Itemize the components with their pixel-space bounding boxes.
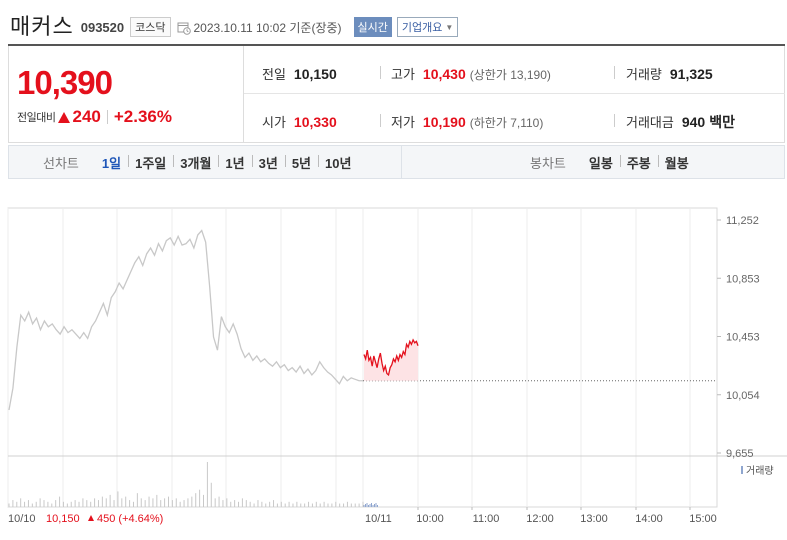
- change-label: 전일대비: [17, 112, 56, 124]
- calendar-clock-icon: [177, 22, 191, 35]
- stock-code: 093520: [80, 20, 125, 35]
- open-price: 시가 10,330: [262, 114, 337, 130]
- tab-5y[interactable]: 5년: [284, 153, 318, 172]
- today-line: [363, 338, 419, 377]
- trade-amount: 거래대금 940 백만: [626, 114, 735, 130]
- x-tick-label: 11:00: [473, 513, 500, 525]
- volume: 거래량 91,325: [626, 66, 713, 82]
- price-cell: 10,390 전일대비 240 +2.36%: [8, 46, 244, 143]
- x-tick-label: 12:00: [526, 513, 554, 525]
- change-value: 240: [72, 107, 101, 126]
- prev-day-line: [8, 229, 363, 411]
- tab-3m[interactable]: 3개월: [173, 153, 218, 172]
- divider: [614, 66, 615, 79]
- stats-grid: 전일 10,150 고가 10,430 (상한가 13,190) 거래량 91,…: [244, 46, 785, 143]
- tab-weekly[interactable]: 주봉: [619, 153, 658, 172]
- chart-svg: 11,252 10,853 10,453 10,054 9,655 거래량 10/10 10/…: [7, 207, 787, 525]
- x-tick-label: 10/10: [8, 513, 36, 525]
- chevron-down-icon: ▼: [445, 22, 454, 32]
- tab-1d[interactable]: 1일: [101, 155, 122, 171]
- price-chart[interactable]: 11,252 10,853 10,453 10,054 9,655 거래량 10/10 10/…: [0, 190, 787, 540]
- tab-3y[interactable]: 3년: [251, 153, 285, 172]
- prev-day-close: 10,150: [46, 513, 80, 525]
- company-info-dropdown[interactable]: 기업개요 ▼: [396, 17, 459, 37]
- x-tick-label: 10/11: [365, 513, 392, 525]
- current-price: 10,390: [17, 64, 113, 101]
- chart-tabbar: 선차트 1일 1주일 3개월 1년 3년 5년 10년 봉차트 일봉 주봉 월봉: [8, 145, 785, 179]
- y-tick-label: 10,853: [726, 273, 760, 285]
- divider: [380, 66, 381, 79]
- divider: [614, 114, 615, 127]
- candle-chart-title: 봉차트: [530, 155, 566, 171]
- day-high: 고가 10,430 (상한가 13,190): [391, 66, 551, 82]
- prev-day-change: 450 (+4.64%): [97, 513, 163, 525]
- divider: [380, 114, 381, 127]
- stats-row-2: 시가 10,330 저가 10,190 (하한가 7,110) 거래대금 940…: [244, 94, 785, 142]
- volume-legend-label: 거래량: [746, 465, 774, 477]
- tab-1y[interactable]: 1년: [218, 153, 251, 172]
- tab-monthly[interactable]: 월봉: [657, 153, 696, 172]
- y-tick-label: 9,655: [726, 448, 754, 460]
- x-tick-label: 10:00: [416, 513, 444, 525]
- market-badge: 코스닥: [130, 17, 171, 37]
- x-tick-label: 14:00: [635, 513, 663, 525]
- y-tick-label: 10,054: [726, 390, 760, 402]
- change-percent: +2.36%: [113, 107, 172, 126]
- tab-10y[interactable]: 10년: [318, 153, 358, 172]
- up-triangle-icon: [88, 515, 94, 521]
- today-area: [364, 339, 418, 381]
- change-row: 전일대비 240 +2.36%: [17, 107, 172, 127]
- day-low: 저가 10,190 (하한가 7,110): [391, 114, 544, 130]
- line-chart-title: 선차트: [43, 155, 79, 171]
- up-triangle-icon: [58, 111, 71, 123]
- x-tick-label: 13:00: [580, 513, 608, 525]
- stats-row-1: 전일 10,150 고가 10,430 (상한가 13,190) 거래량 91,…: [244, 46, 785, 94]
- stock-header: 매커스 093520 코스닥 2023.10.11 10:02 기준(장중) 실…: [10, 10, 459, 40]
- volume-legend-swatch: [741, 466, 743, 474]
- company-name: 매커스: [10, 14, 74, 39]
- y-tick-label: 10,453: [726, 332, 760, 344]
- x-tick-label: 15:00: [689, 513, 717, 525]
- divider: [106, 110, 108, 124]
- prev-close: 전일 10,150: [262, 66, 337, 82]
- tab-daily[interactable]: 일봉: [588, 155, 613, 171]
- quote-panel: 10,390 전일대비 240 +2.36% 전일 10,150 고가 10,4…: [8, 44, 785, 143]
- candle-tab-group: 봉차트 일봉 주봉 월봉: [401, 146, 785, 178]
- timestamp: 2023.10.11 10:02 기준(장중): [193, 20, 342, 35]
- realtime-button[interactable]: 실시간: [353, 17, 392, 37]
- tab-1w[interactable]: 1주일: [128, 153, 173, 172]
- y-tick-label: 11,252: [726, 215, 759, 227]
